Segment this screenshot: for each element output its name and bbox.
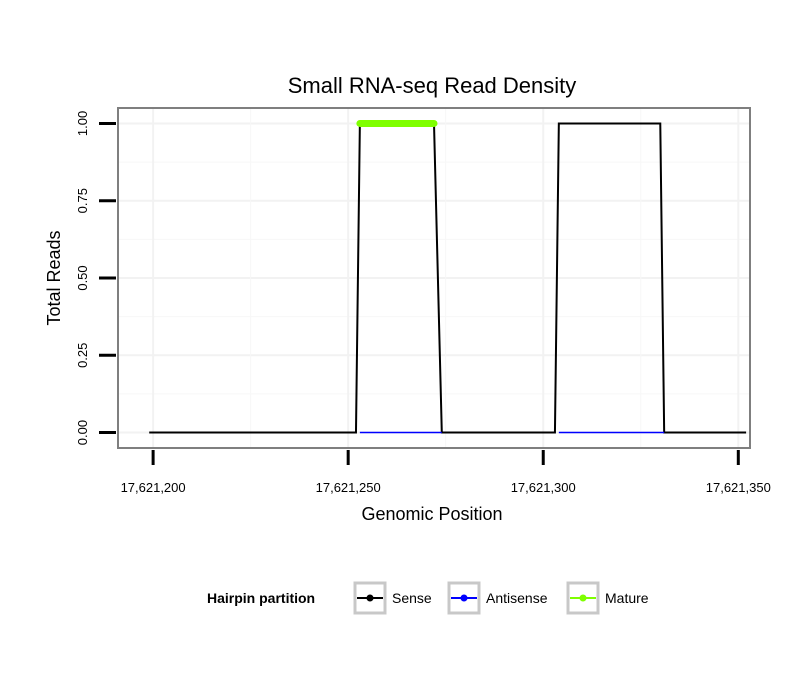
legend-item-mature: Mature: [566, 581, 649, 615]
x-tick-label: 17,621,200: [121, 480, 186, 495]
x-axis: 17,621,200 17,621,250 17,621,300 17,621,350: [121, 450, 771, 495]
legend-label-sense: Sense: [392, 590, 432, 606]
y-tick-label: 0.25: [75, 343, 90, 368]
legend-label-antisense: Antisense: [486, 590, 548, 606]
chart-title: Small RNA-seq Read Density: [288, 73, 577, 98]
y-axis: 0.00 0.25 0.50 0.75 1.00: [75, 111, 116, 445]
legend-dot-sense: [366, 594, 374, 602]
plot-panel: [117, 107, 751, 449]
x-tick-label: 17,621,350: [706, 480, 771, 495]
x-tick-label: 17,621,300: [511, 480, 576, 495]
x-tick-label: 17,621,250: [316, 480, 381, 495]
y-tick-label: 0.00: [75, 420, 90, 445]
legend: Hairpin partition Sense Antisense Mature: [207, 581, 649, 615]
y-tick-label: 0.75: [75, 188, 90, 213]
legend-dot-mature: [579, 594, 587, 602]
y-tick-label: 0.50: [75, 265, 90, 290]
legend-item-sense: Sense: [353, 581, 432, 615]
legend-item-antisense: Antisense: [447, 581, 548, 615]
series-layer: [149, 119, 747, 434]
legend-title: Hairpin partition: [207, 590, 315, 606]
x-axis-title: Genomic Position: [361, 504, 502, 524]
legend-label-mature: Mature: [605, 590, 649, 606]
y-tick-label: 1.00: [75, 111, 90, 136]
series-line-sense: [149, 122, 747, 434]
y-axis-title: Total Reads: [44, 230, 64, 325]
legend-dot-antisense: [460, 594, 468, 602]
